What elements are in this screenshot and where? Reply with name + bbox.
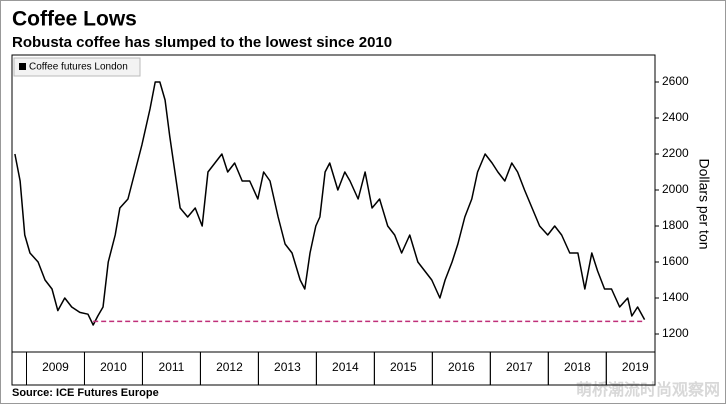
chart-subtitle: Robusta coffee has slumped to the lowest… [12,34,392,51]
legend-box [13,57,141,77]
x-tick-label: 2009 [42,360,69,374]
y-tick-label: 2400 [662,110,689,124]
x-tick-label: 2013 [274,360,301,374]
watermark: 萌桥潮流时尚观察网 [576,380,720,399]
x-tick-label: 2012 [216,360,243,374]
x-tick-label: 2014 [332,360,359,374]
y-axis-label: Dollars per ton [696,158,712,249]
x-tick-label: 2011 [159,360,185,374]
y-tick-label: 2000 [662,182,689,196]
y-tick-label: 1800 [662,218,689,232]
x-tick-label: 2016 [448,360,475,374]
x-tick-label: 2019 [622,360,649,374]
y-tick-label: 1600 [662,254,689,268]
x-tick-label: 2017 [506,360,533,374]
x-tick-label: 2010 [100,360,127,374]
x-tick-label: 2015 [390,360,417,374]
x-tick-label: 2018 [564,360,591,374]
line [14,81,646,326]
y-tick-label: 2600 [662,74,689,88]
chart-title: Coffee Lows [12,8,137,31]
source: Source: ICE Futures Europe [12,387,159,399]
plot-area [11,54,656,386]
y-tick-label: 1400 [662,290,689,304]
y-tick-label: 2200 [662,146,689,160]
y-tick-label: 1200 [662,326,689,340]
legend-label: Coffee futures London [29,62,128,73]
legend-swatch [19,63,26,70]
